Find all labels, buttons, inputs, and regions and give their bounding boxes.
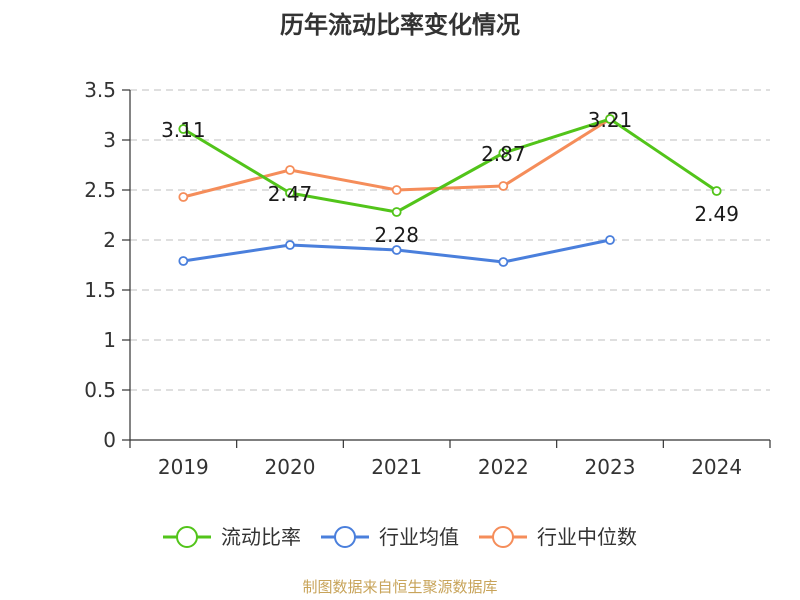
chart-title: 历年流动比率变化情况 xyxy=(280,11,520,39)
data-point[interactable] xyxy=(498,257,509,267)
y-tick-label: 3 xyxy=(103,128,116,152)
y-tick-label: 2.5 xyxy=(84,178,116,202)
legend-item[interactable]: 流动比率 xyxy=(163,525,301,549)
x-tick-label: 2022 xyxy=(478,455,529,479)
data-label: 3.11 xyxy=(161,118,206,142)
legend-label: 流动比率 xyxy=(221,525,301,549)
data-point[interactable] xyxy=(605,235,615,245)
data-point[interactable] xyxy=(178,192,189,202)
legend-marker xyxy=(176,526,198,548)
y-tick-label: 0.5 xyxy=(84,378,116,402)
x-tick-label: 2024 xyxy=(691,455,742,479)
x-tick-label: 2019 xyxy=(158,455,209,479)
series-行业均值 xyxy=(178,235,615,267)
data-point[interactable] xyxy=(498,181,509,191)
data-point[interactable] xyxy=(498,148,509,158)
data-point[interactable] xyxy=(285,240,295,250)
data-labels: 3.11 2.47 2.28 2.87 3.21 2.49 xyxy=(161,108,739,247)
data-point[interactable] xyxy=(711,186,722,196)
grid-lines xyxy=(130,89,770,391)
data-point[interactable] xyxy=(178,124,189,134)
y-tick-label: 2 xyxy=(103,228,116,252)
data-label: 2.28 xyxy=(374,223,419,247)
legend: 流动比率 行业均值 行业中位数 xyxy=(163,525,637,549)
y-tick-label: 1.5 xyxy=(84,278,116,302)
series-layer xyxy=(178,114,722,267)
data-label: 2.47 xyxy=(268,182,313,206)
data-point[interactable] xyxy=(391,185,402,195)
data-label: 3.21 xyxy=(588,108,633,132)
data-point[interactable] xyxy=(605,114,615,124)
legend-label: 行业中位数 xyxy=(537,525,637,549)
data-point[interactable] xyxy=(391,245,402,255)
source-note: 制图数据来自恒生聚源数据库 xyxy=(302,578,497,596)
data-label: 2.49 xyxy=(694,202,739,226)
y-tick-label: 0 xyxy=(103,428,116,452)
legend-item[interactable]: 行业中位数 xyxy=(479,525,637,549)
x-tick-label: 2021 xyxy=(371,455,422,479)
axes: 0 0.5 1 1.5 2 2.5 3 3.5 2019 2020 2021 2022 2023 2024 xyxy=(84,78,771,479)
x-tick-label: 2023 xyxy=(585,455,636,479)
series-行业中位数 xyxy=(178,114,615,202)
legend-label: 行业均值 xyxy=(379,525,459,549)
x-tick-label: 2020 xyxy=(265,455,316,479)
data-point[interactable] xyxy=(391,207,402,217)
y-tick-label: 1 xyxy=(103,328,116,352)
legend-item[interactable]: 行业均值 xyxy=(321,525,459,549)
data-point[interactable] xyxy=(178,256,189,266)
legend-marker xyxy=(334,526,356,548)
data-point[interactable] xyxy=(285,165,295,175)
series-流动比率 xyxy=(178,114,722,217)
series-line xyxy=(182,117,718,214)
data-label: 2.87 xyxy=(481,142,526,166)
legend-marker xyxy=(492,526,514,548)
y-tick-label: 3.5 xyxy=(84,78,116,102)
data-point[interactable] xyxy=(285,188,295,198)
